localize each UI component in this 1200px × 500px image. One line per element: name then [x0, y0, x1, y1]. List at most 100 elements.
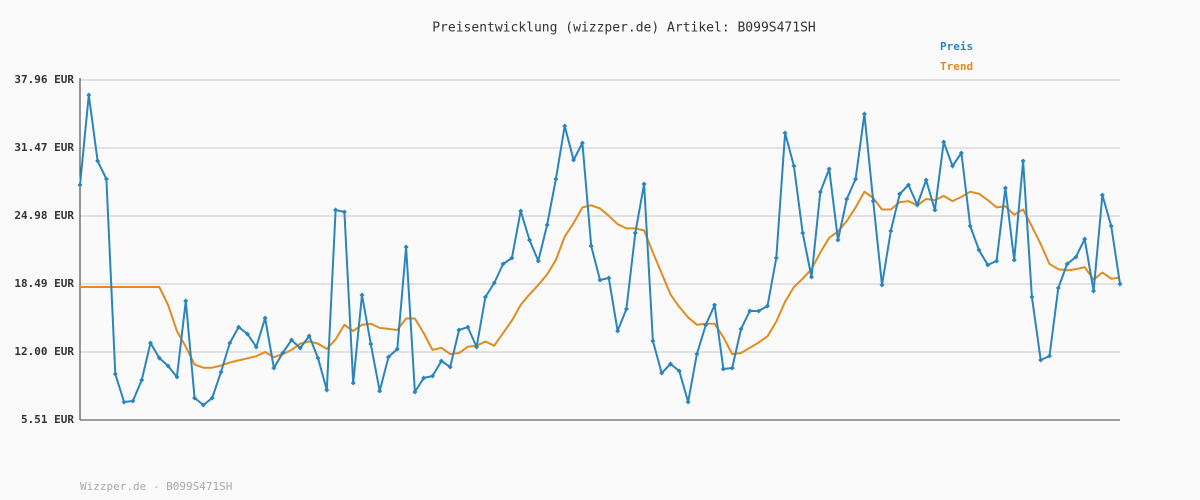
- point-marker: [192, 395, 198, 401]
- point-marker: [1091, 288, 1097, 294]
- point-marker: [1117, 281, 1123, 287]
- point-marker: [535, 258, 541, 264]
- point-marker: [1029, 294, 1035, 300]
- point-marker: [139, 377, 145, 383]
- point-marker: [1099, 192, 1105, 198]
- point-marker: [412, 389, 418, 395]
- point-marker: [482, 294, 488, 300]
- point-marker: [474, 344, 480, 350]
- point-marker: [588, 243, 594, 249]
- point-marker: [1108, 223, 1114, 229]
- point-marker: [421, 375, 427, 381]
- point-marker: [509, 255, 515, 261]
- point-marker: [341, 209, 347, 215]
- point-marker: [438, 358, 444, 364]
- point-marker: [950, 163, 956, 169]
- point-marker: [861, 111, 867, 117]
- point-marker: [491, 280, 497, 286]
- point-marker: [385, 354, 391, 360]
- point-marker: [368, 341, 374, 347]
- point-marker: [236, 324, 242, 330]
- point-marker: [174, 374, 180, 380]
- point-marker: [659, 370, 665, 376]
- point-marker: [77, 182, 83, 188]
- point-marker: [1020, 158, 1026, 164]
- point-marker: [720, 366, 726, 372]
- point-marker: [165, 363, 171, 369]
- point-marker: [1073, 254, 1079, 260]
- legend-label: Trend: [940, 60, 973, 73]
- y-tick-label: 31.47 EUR: [14, 141, 74, 154]
- footer: Wizzper.de - B099S471SH: [80, 480, 232, 493]
- point-marker: [200, 402, 206, 408]
- point-marker: [130, 398, 136, 404]
- point-marker: [359, 292, 365, 298]
- point-marker: [333, 207, 339, 213]
- point-marker: [994, 258, 1000, 264]
- point-marker: [271, 365, 277, 371]
- point-marker: [103, 176, 109, 182]
- point-marker: [394, 346, 400, 352]
- point-marker: [967, 223, 973, 229]
- point-marker: [297, 345, 303, 351]
- point-marker: [738, 326, 744, 332]
- point-marker: [597, 277, 603, 283]
- point-marker: [923, 177, 929, 183]
- point-marker: [623, 306, 629, 312]
- point-marker: [544, 222, 550, 228]
- point-marker: [615, 328, 621, 334]
- point-marker: [315, 355, 321, 361]
- point-marker: [826, 166, 832, 172]
- point-marker: [526, 237, 532, 243]
- point-marker: [632, 230, 638, 236]
- point-marker: [218, 369, 224, 375]
- point-marker: [553, 176, 559, 182]
- point-marker: [465, 324, 471, 330]
- point-marker: [764, 303, 770, 309]
- point-marker: [870, 198, 876, 204]
- point-marker: [262, 315, 268, 321]
- point-marker: [95, 158, 101, 164]
- point-marker: [809, 274, 815, 280]
- point-marker: [1002, 185, 1008, 191]
- point-marker: [253, 344, 259, 350]
- point-marker: [289, 337, 295, 343]
- point-marker: [579, 140, 585, 146]
- point-marker: [350, 380, 356, 386]
- point-marker: [888, 228, 894, 234]
- point-marker: [835, 237, 841, 243]
- point-marker: [712, 302, 718, 308]
- point-marker: [280, 350, 286, 356]
- point-marker: [976, 247, 982, 253]
- point-marker: [897, 191, 903, 197]
- point-marker: [156, 355, 162, 361]
- point-marker: [1038, 357, 1044, 363]
- point-marker: [641, 181, 647, 187]
- point-marker: [209, 395, 215, 401]
- point-marker: [562, 123, 568, 129]
- y-tick-label: 24.98 EUR: [14, 209, 74, 222]
- y-tick-label: 12.00 EUR: [14, 345, 74, 358]
- point-marker: [86, 92, 92, 98]
- point-marker: [676, 368, 682, 374]
- point-marker: [183, 298, 189, 304]
- point-marker: [1064, 261, 1070, 267]
- y-tick-label: 18.49 EUR: [14, 277, 74, 290]
- point-marker: [985, 262, 991, 268]
- point-marker: [747, 308, 753, 314]
- point-marker: [571, 157, 577, 163]
- point-marker: [244, 331, 250, 337]
- chart-title: Preisentwicklung (wizzper.de) Artikel: B…: [432, 21, 816, 36]
- point-marker: [756, 308, 762, 314]
- point-marker: [112, 371, 118, 377]
- point-marker: [800, 230, 806, 236]
- point-marker: [668, 361, 674, 367]
- point-marker: [1011, 257, 1017, 263]
- y-tick-label: 5.51 EUR: [21, 413, 74, 426]
- point-marker: [606, 275, 612, 281]
- point-marker: [729, 365, 735, 371]
- point-marker: [500, 261, 506, 267]
- point-marker: [650, 338, 656, 344]
